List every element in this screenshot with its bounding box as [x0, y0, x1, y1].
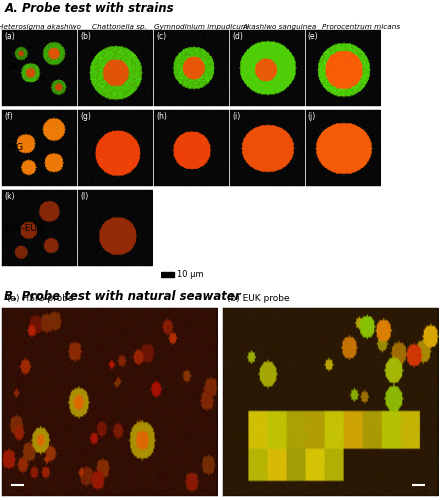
- Text: (g): (g): [80, 112, 91, 122]
- Text: (b) EUK probe: (b) EUK probe: [227, 294, 290, 303]
- Text: Prorocentrum micans: Prorocentrum micans: [321, 24, 400, 30]
- Text: (b): (b): [80, 32, 91, 42]
- Text: (k): (k): [4, 192, 15, 202]
- Text: (d): (d): [232, 32, 243, 42]
- Text: B. Probe test with natural seawater: B. Probe test with natural seawater: [4, 290, 241, 303]
- Text: (e): (e): [308, 32, 318, 42]
- Text: Heterosigma akashiwo: Heterosigma akashiwo: [0, 24, 81, 30]
- Text: NON-EUB: NON-EUB: [1, 224, 43, 232]
- Text: A. Probe test with strains: A. Probe test with strains: [4, 2, 174, 16]
- Text: (c): (c): [156, 32, 166, 42]
- Text: HSIG: HSIG: [1, 144, 23, 152]
- Text: 10 μm: 10 μm: [177, 270, 204, 279]
- Text: (l): (l): [80, 192, 89, 202]
- Text: (h): (h): [156, 112, 167, 122]
- Text: (i): (i): [232, 112, 240, 122]
- Text: (f): (f): [4, 112, 13, 122]
- Text: Gymnodinium impudicum: Gymnodinium impudicum: [153, 24, 248, 30]
- Text: (a) HSIG probe: (a) HSIG probe: [7, 294, 73, 303]
- Text: Akashiwo sanguinea: Akashiwo sanguinea: [243, 24, 317, 30]
- Text: Chattonella sp.: Chattonella sp.: [92, 24, 146, 30]
- Text: EUK: EUK: [1, 64, 19, 72]
- Text: (j): (j): [308, 112, 316, 122]
- Text: (a): (a): [4, 32, 15, 42]
- Bar: [161, 272, 174, 276]
